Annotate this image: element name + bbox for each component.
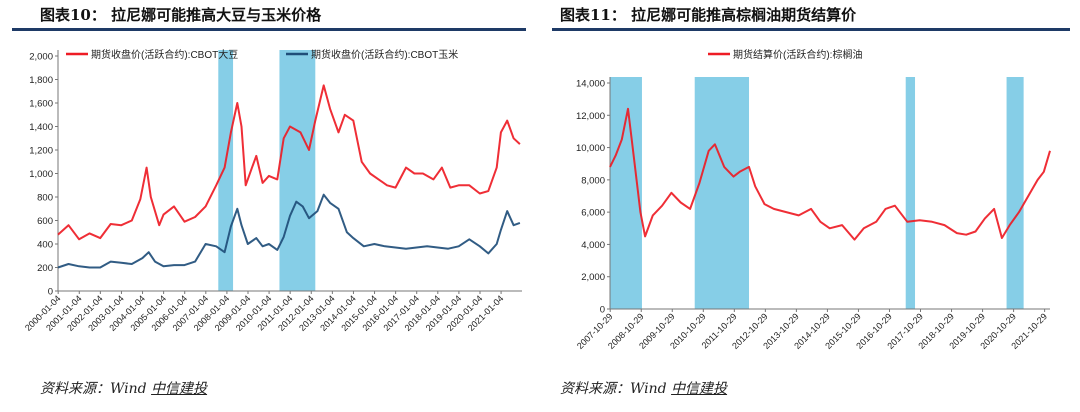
series-line-0 <box>609 107 1051 241</box>
y-tick-label: 14,000 <box>576 79 605 90</box>
legend-label: 期货收盘价(活跃合约):CBOT大豆 <box>91 48 238 61</box>
chart-palm-oil: 02,0004,0006,0008,00010,00012,00014,0002… <box>575 48 1051 351</box>
title-rule-left <box>12 28 526 31</box>
y-tick-label: 0 <box>600 305 605 316</box>
chart-soy-corn: 0 200 400 600 800 1,000 1,200 1,400 1,600 1,800 2,… <box>23 48 522 333</box>
legend-label: 期货结算价(活跃合约):棕榈油 <box>733 48 862 61</box>
y-tick-label: 400 <box>37 240 53 251</box>
y-tick-label: 600 <box>37 216 53 227</box>
source-org[interactable]: 中信建投 <box>671 381 728 397</box>
shaded-period <box>279 50 316 291</box>
source-prefix: 资料来源：Wind <box>560 381 672 397</box>
y-tick-label: 2,000 <box>581 272 605 283</box>
title-rule-right <box>552 28 1070 31</box>
y-tick-label: 6,000 <box>581 208 605 219</box>
chart-title-right: 图表11： 拉尼娜可能推高棕榈油期货结算价 <box>560 6 857 24</box>
shaded-period <box>218 50 234 291</box>
source-note-left: 资料来源：Wind 中信建投 <box>40 378 207 398</box>
y-tick-label: 10,000 <box>576 143 605 154</box>
y-tick-label: 2,000 <box>29 52 53 63</box>
source-prefix: 资料来源：Wind <box>40 381 152 397</box>
legend-label: 期货收盘价(活跃合约):CBOT玉米 <box>311 48 458 61</box>
y-tick-label: 1,600 <box>29 99 53 110</box>
shaded-period <box>1006 77 1024 309</box>
source-note-right: 资料来源：Wind 中信建投 <box>560 378 727 398</box>
series-line-1 <box>57 193 521 269</box>
y-tick-label: 4,000 <box>581 240 605 251</box>
source-org[interactable]: 中信建投 <box>151 381 208 397</box>
y-tick-label: 1,800 <box>29 75 53 86</box>
y-tick-label: 200 <box>37 263 53 274</box>
shaded-period <box>694 77 750 309</box>
y-tick-label: 1,000 <box>29 169 53 180</box>
y-tick-label: 0 <box>48 287 53 298</box>
y-tick-label: 1,400 <box>29 122 53 133</box>
chart-title-left: 图表10： 拉尼娜可能推高大豆与玉米价格 <box>40 6 322 24</box>
y-tick-label: 12,000 <box>576 111 605 122</box>
y-tick-label: 800 <box>37 193 53 204</box>
y-tick-label: 8,000 <box>581 175 605 186</box>
series-line-0 <box>57 84 521 241</box>
y-tick-label: 1,200 <box>29 146 53 157</box>
shaded-period <box>905 77 916 309</box>
